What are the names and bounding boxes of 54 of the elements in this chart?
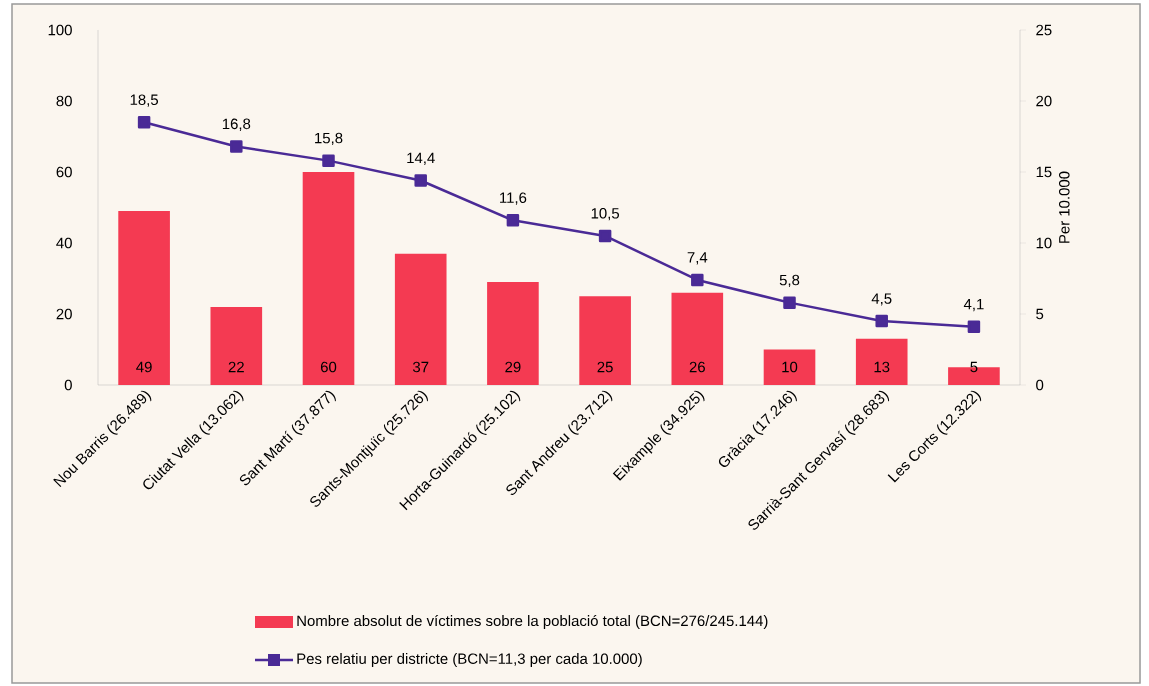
point	[598, 229, 612, 243]
bar	[394, 253, 447, 385]
y-tick-label: 80	[56, 95, 72, 107]
bar	[302, 172, 355, 385]
point	[967, 320, 981, 334]
data-label: 18,5	[130, 94, 159, 107]
point	[230, 140, 243, 153]
point	[875, 314, 888, 328]
y2-tick-label: 20	[1036, 95, 1052, 107]
data-label: 49	[136, 361, 152, 373]
data-label: 5	[970, 361, 978, 373]
data-label: 29	[505, 361, 521, 373]
data-label: 4,1	[963, 299, 984, 312]
bar	[579, 296, 631, 385]
point	[414, 174, 427, 187]
y-tick-label: 60	[56, 166, 72, 178]
data-label: 4,5	[871, 293, 892, 306]
point	[691, 273, 704, 287]
data-label: 10	[782, 361, 798, 373]
y2-tick-label: 10	[1036, 237, 1052, 249]
legend-label: Nombre absolut de víctimes sobre la població total (BCN=276/245.144)	[297, 614, 768, 630]
bar	[118, 211, 170, 385]
y-tick-label: 0	[64, 379, 72, 391]
y-tick-label: 100	[48, 24, 72, 36]
bar	[855, 338, 908, 385]
data-label: 16,8	[222, 118, 251, 131]
point	[506, 214, 520, 227]
data-label: 5,8	[779, 274, 800, 288]
data-label: 13	[874, 361, 890, 373]
data-label: 14,4	[407, 152, 435, 165]
bar	[210, 306, 263, 385]
y2-tick-label: 5	[1036, 308, 1044, 320]
point	[137, 116, 151, 129]
y-tick-label: 20	[56, 308, 72, 320]
data-label: 7,4	[687, 252, 708, 265]
data-label: 11,6	[500, 192, 527, 205]
y2-tick-label: 15	[1036, 166, 1052, 178]
y2-tick-label: 0	[1036, 379, 1044, 391]
data-label: 25	[597, 361, 613, 373]
y2-axis-title: Per 10.000	[1059, 171, 1070, 243]
data-label: 26	[689, 361, 705, 373]
point	[322, 154, 335, 167]
data-label: 10,5	[591, 208, 620, 221]
data-label: 37	[412, 361, 429, 373]
bar	[763, 349, 816, 385]
point	[783, 296, 796, 309]
legend-label: Pes relatiu per districte (BCN=11,3 per cada 10.000)	[297, 653, 642, 667]
data-label: 22	[228, 361, 244, 373]
y-tick-label: 40	[56, 237, 72, 249]
data-label: 60	[320, 361, 337, 373]
bar	[671, 292, 724, 385]
data-label: 15,8	[315, 132, 343, 146]
y2-tick-label: 25	[1036, 24, 1052, 36]
bar	[487, 282, 539, 385]
